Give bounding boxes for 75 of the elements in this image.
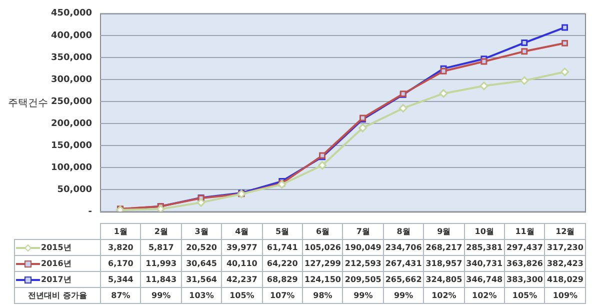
data-label: 318,957 bbox=[424, 256, 464, 272]
data-label: 297,437 bbox=[504, 240, 545, 256]
y-tick-label: 450,000 bbox=[51, 8, 92, 19]
data-label: 265,662 bbox=[383, 272, 424, 288]
text: 전년대비 증가율 bbox=[14, 288, 100, 304]
data-label: 40,110 bbox=[222, 256, 262, 272]
text: 99% bbox=[383, 288, 424, 304]
text: 98% bbox=[302, 288, 343, 304]
y-tick-label: 400,000 bbox=[51, 30, 92, 41]
data-label: 285,381 bbox=[464, 240, 505, 256]
x-tick-label: 1월 bbox=[100, 224, 141, 240]
data-label: 31,564 bbox=[181, 272, 222, 288]
legend-label: 2015년 bbox=[41, 243, 72, 252]
data-label: 3,820 bbox=[100, 240, 141, 256]
legend-label: 2016년 bbox=[41, 259, 72, 268]
text: 102% bbox=[464, 288, 505, 304]
x-tick-label: 6월 bbox=[302, 224, 343, 240]
data-label: 11,993 bbox=[140, 256, 182, 272]
text: 105% bbox=[222, 288, 262, 304]
x-tick-label: 3월 bbox=[181, 224, 222, 240]
y-tick-label: 150,000 bbox=[51, 140, 92, 151]
data-label: 105,026 bbox=[302, 240, 343, 256]
data-label: 382,423 bbox=[544, 256, 586, 272]
data-label: 268,217 bbox=[424, 240, 464, 256]
data-label: 5,344 bbox=[100, 272, 141, 288]
legend-label: 2017년 bbox=[41, 275, 72, 284]
text: 99% bbox=[342, 288, 384, 304]
data-label: 6,170 bbox=[100, 256, 141, 272]
x-tick-label: 4월 bbox=[222, 224, 262, 240]
data-label: 42,237 bbox=[222, 272, 262, 288]
y-tick-label: 250,000 bbox=[51, 96, 92, 107]
x-tick-label: 12월 bbox=[544, 224, 586, 240]
data-label: 124,150 bbox=[302, 272, 343, 288]
data-label: 340,731 bbox=[464, 256, 505, 272]
text: 103% bbox=[181, 288, 222, 304]
data-label: 267,431 bbox=[383, 256, 424, 272]
text: 109% bbox=[544, 288, 586, 304]
x-tick-label: 2월 bbox=[140, 224, 182, 240]
data-label: 39,977 bbox=[222, 240, 262, 256]
data-label: 11,843 bbox=[140, 272, 182, 288]
x-tick-label: 8월 bbox=[383, 224, 424, 240]
text: 105% bbox=[504, 288, 545, 304]
text: 99% bbox=[140, 288, 182, 304]
data-label: 209,505 bbox=[342, 272, 384, 288]
data-label: 64,220 bbox=[262, 256, 303, 272]
y-tick-label: 100,000 bbox=[51, 162, 92, 173]
data-label: 127,299 bbox=[302, 256, 343, 272]
data-label: 317,230 bbox=[544, 240, 586, 256]
text: 107% bbox=[262, 288, 303, 304]
data-label: 61,741 bbox=[262, 240, 303, 256]
data-label: 418,029 bbox=[544, 272, 586, 288]
y-tick-label: 200,000 bbox=[51, 118, 92, 129]
text: 87% bbox=[100, 288, 141, 304]
data-label: 190,049 bbox=[342, 240, 384, 256]
x-tick-label: 5월 bbox=[262, 224, 303, 240]
data-label: 68,829 bbox=[262, 272, 303, 288]
data-label: 20,520 bbox=[181, 240, 222, 256]
data-label: 363,826 bbox=[504, 256, 545, 272]
text: 102% bbox=[424, 288, 464, 304]
data-label: 324,805 bbox=[424, 272, 464, 288]
data-label: 30,645 bbox=[181, 256, 222, 272]
x-tick-label: 11월 bbox=[504, 224, 545, 240]
y-tick-label: 350,000 bbox=[51, 52, 92, 63]
x-tick-label: 7월 bbox=[342, 224, 384, 240]
y-tick-label: 300,000 bbox=[51, 74, 92, 85]
data-label: 234,706 bbox=[383, 240, 424, 256]
y-tick-label: - bbox=[88, 206, 92, 217]
data-label: 212,593 bbox=[342, 256, 384, 272]
x-tick-label: 9월 bbox=[424, 224, 464, 240]
data-label: 346,748 bbox=[464, 272, 505, 288]
x-tick-label: 10월 bbox=[464, 224, 505, 240]
data-label: 383,300 bbox=[504, 272, 545, 288]
y-axis-title: 주택건수 bbox=[8, 97, 48, 110]
data-label: 5,817 bbox=[140, 240, 182, 256]
y-tick-label: 50,000 bbox=[57, 184, 92, 195]
